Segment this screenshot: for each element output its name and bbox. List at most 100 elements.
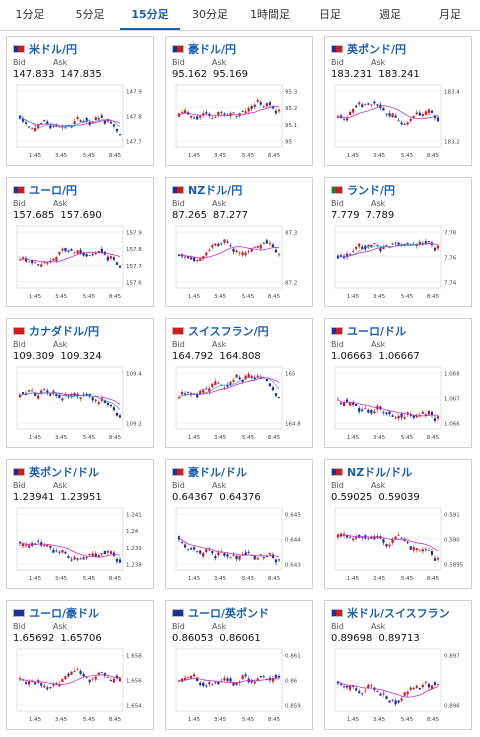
candle-body: [31, 260, 34, 264]
pair-name-link[interactable]: ユーロ/ドル: [347, 325, 407, 338]
candle-body: [21, 392, 25, 394]
candle-body: [79, 120, 82, 122]
pair-name-link[interactable]: NZドル/ドル: [347, 466, 413, 479]
card-header[interactable]: スイスフラン/円: [172, 323, 269, 339]
mini-chart[interactable]: 0.645 0.644 0.643 1:45 3:45 5:45 8:45: [170, 506, 308, 586]
mini-chart[interactable]: 1.068 1.067 1.066 1:45 3:45 5:45 8:45: [329, 365, 467, 445]
moving-average-line: [178, 377, 280, 399]
card-header[interactable]: ランド/円: [331, 182, 395, 198]
candle-body: [34, 392, 37, 396]
pair-name-link[interactable]: 英ポンド/円: [347, 43, 407, 56]
tab-7[interactable]: 月足: [439, 8, 461, 21]
candle-body: [217, 552, 220, 556]
candle-body: [345, 535, 349, 538]
tab-5[interactable]: 日足: [319, 8, 341, 21]
y-tick-label: 1.239: [126, 546, 142, 552]
pair-name-link[interactable]: ユーロ/豪ドル: [29, 607, 100, 620]
rate-card[interactable]: 米ドル/円 Bid Ask 147.833 147.835 147.9 147.8 147.7…: [6, 36, 154, 166]
pair-name-link[interactable]: NZドル/円: [188, 184, 243, 197]
candle-body: [339, 402, 343, 405]
mini-chart[interactable]: 165 164.8 1:45 3:45 5:45 8:45: [170, 365, 308, 445]
mini-chart[interactable]: 109.4 109.2 1:45 3:45 5:45 8:45: [11, 365, 149, 445]
rate-card[interactable]: ユーロ/ドル Bid Ask 1.06663 1.06667 1.068 1.067 1.06…: [324, 318, 472, 448]
candle-body: [217, 681, 220, 685]
pair-name-link[interactable]: カナダドル/円: [29, 325, 100, 338]
card-header[interactable]: 米ドル/円: [13, 41, 77, 57]
x-tick-label: 5:45: [83, 717, 96, 723]
rate-card[interactable]: NZドル/円 Bid Ask 87.265 87.277 87.3 87.2 1:45 3:45…: [165, 177, 313, 307]
card-header[interactable]: ユーロ/豪ドル: [13, 605, 99, 621]
candle-body: [118, 415, 122, 418]
rate-card[interactable]: ユーロ/英ポンド Bid Ask 0.86053 0.86061 0.861 0.86 0.8…: [165, 600, 313, 730]
candle-body: [339, 684, 343, 685]
candle-body: [79, 670, 82, 674]
card-header[interactable]: NZドル/ドル: [331, 464, 412, 480]
rate-card[interactable]: カナダドル/円 Bid Ask 109.309 109.324 109.4 109.2 1:4…: [6, 318, 154, 448]
pair-name-link[interactable]: 豪ドル/円: [188, 43, 237, 56]
candle-body: [433, 418, 437, 421]
rate-card[interactable]: 英ポンド/ドル Bid Ask 1.23941 1.23951 1.241 1.24 1.23…: [6, 459, 154, 589]
mini-chart[interactable]: 0.861 0.86 0.859 1:45 3:45 5:45 8:45: [170, 647, 308, 727]
candle-body: [103, 399, 106, 403]
mini-chart[interactable]: 157.9 157.8 157.7 157.6 1:45 3:45 5:45 8:45: [11, 224, 149, 304]
candle-body: [232, 554, 235, 556]
card-header[interactable]: 米ドル/スイスフラン: [331, 605, 450, 621]
mini-chart[interactable]: 95.3 95.2 95.1 95 1:45 3:45 5:45 8:45: [170, 83, 308, 163]
mini-chart[interactable]: 0.591 0.590 0.5895 1:45 3:45 5:45 8:45: [329, 506, 467, 586]
pair-name-link[interactable]: ランド/円: [347, 184, 396, 197]
rate-card[interactable]: ランド/円 Bid Ask 7.779 7.789 7.78 7.76 7.74 1:45 3:4…: [324, 177, 472, 307]
candle-body: [55, 683, 58, 685]
rate-card[interactable]: ユーロ/豪ドル Bid Ask 1.65692 1.65706 1.658 1.656 1.6…: [6, 600, 154, 730]
card-header[interactable]: カナダドル/円: [13, 323, 99, 339]
card-header[interactable]: 英ポンド/ドル: [13, 464, 99, 480]
mini-chart[interactable]: 1.658 1.656 1.654 1:45 3:45 5:45 8:45: [11, 647, 149, 727]
candle-body: [238, 252, 241, 254]
candle-body: [106, 402, 109, 406]
card-header[interactable]: NZドル/円: [172, 182, 242, 198]
tab-4[interactable]: 1時間足: [250, 8, 290, 21]
card-header[interactable]: ユーロ/円: [13, 182, 77, 198]
pair-name-link[interactable]: ユーロ/英ポンド: [188, 607, 270, 620]
pair-name-link[interactable]: 豪ドル/ドル: [188, 466, 248, 479]
bid-ask-values: 0.86053 0.86061: [172, 633, 267, 644]
candle-body: [40, 390, 43, 394]
tab-3[interactable]: 30分足: [192, 8, 228, 21]
candle-body: [388, 700, 391, 703]
pair-name-link[interactable]: 米ドル/円: [29, 43, 78, 56]
tab-1[interactable]: 5分足: [75, 8, 105, 21]
pair-name-link[interactable]: 米ドル/スイスフラン: [347, 607, 450, 620]
mini-chart[interactable]: 147.9 147.8 147.7 1:45 3:45 5:45 8:45: [11, 83, 149, 163]
pair-name-link[interactable]: 英ポンド/ドル: [29, 466, 100, 479]
pair-name-link[interactable]: スイスフラン/円: [188, 325, 269, 338]
candle-body: [232, 112, 235, 114]
rate-card[interactable]: スイスフラン/円 Bid Ask 164.792 164.808 165 164.8 1:45…: [165, 318, 313, 448]
candle-body: [388, 113, 391, 117]
rate-card[interactable]: NZドル/ドル Bid Ask 0.59025 0.59039 0.591 0.590 0.5…: [324, 459, 472, 589]
mini-chart[interactable]: 87.3 87.2 1:45 3:45 5:45 8:45: [170, 224, 308, 304]
rate-card[interactable]: 米ドル/スイスフラン Bid Ask 0.89698 0.89713 0.897 0.896…: [324, 600, 472, 730]
mini-chart[interactable]: 1.241 1.24 1.239 1.238 1:45 3:45 5:45 8:45: [11, 506, 149, 586]
mini-chart[interactable]: 183.4 183.2 1:45 3:45 5:45 8:45: [329, 83, 467, 163]
candle-body: [403, 124, 406, 125]
card-header[interactable]: 英ポンド/円: [331, 41, 406, 57]
tab-2[interactable]: 15分足: [120, 0, 180, 30]
card-header[interactable]: ユーロ/英ポンド: [172, 605, 269, 621]
candlestick-chart: 0.897 0.896 1:45 3:45 5:45 8:45: [334, 648, 460, 723]
rate-card[interactable]: ユーロ/円 Bid Ask 157.685 157.690 157.9 157.8 157.7…: [6, 177, 154, 307]
rate-card[interactable]: 豪ドル/ドル Bid Ask 0.64367 0.64376 0.645 0.644 0.64…: [165, 459, 313, 589]
tab-0[interactable]: 1分足: [15, 8, 45, 21]
card-header[interactable]: 豪ドル/円: [172, 41, 236, 57]
mini-chart[interactable]: 0.897 0.896 1:45 3:45 5:45 8:45: [329, 647, 467, 727]
candle-body: [226, 241, 229, 243]
tab-6[interactable]: 週足: [379, 8, 401, 21]
candle-body: [103, 550, 106, 554]
card-header[interactable]: 豪ドル/ドル: [172, 464, 247, 480]
plot-frame: [175, 225, 283, 289]
card-header[interactable]: ユーロ/ドル: [331, 323, 406, 339]
rate-card[interactable]: 英ポンド/円 Bid Ask 183.231 183.241 183.4 183.2 1:45…: [324, 36, 472, 166]
rate-card[interactable]: 豪ドル/円 Bid Ask 95.162 95.169 95.3 95.2 95.1 95 1:4…: [165, 36, 313, 166]
candle-body: [415, 685, 418, 688]
mini-chart[interactable]: 7.78 7.76 7.74 1:45 3:45 5:45 8:45: [329, 224, 467, 304]
ask-label: Ask: [53, 58, 68, 67]
pair-name-link[interactable]: ユーロ/円: [29, 184, 78, 197]
